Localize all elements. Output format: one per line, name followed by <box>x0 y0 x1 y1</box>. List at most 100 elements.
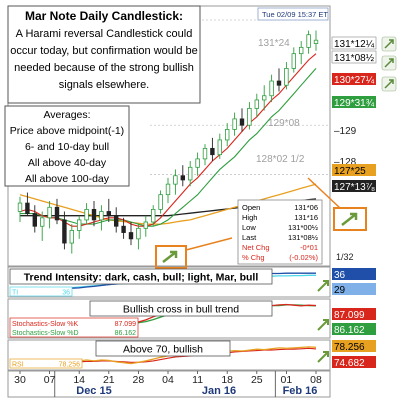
ohlc-high-label: High <box>242 213 257 222</box>
ti-legend-box <box>9 286 73 297</box>
ti-tag-2-text: 29 <box>334 285 346 296</box>
candle-body-13 <box>106 211 111 217</box>
averages-line-3: All above 40-day <box>28 157 107 169</box>
rsi-tag-2: 74.682 <box>332 356 376 369</box>
candle-39 <box>298 41 304 65</box>
rsi-legend-value: 78.256 <box>59 362 81 369</box>
x-tick-label-6: 04 <box>162 374 174 386</box>
candle-31 <box>239 108 245 132</box>
stoch-legend-box <box>9 317 139 338</box>
averages-line-4: All above 100-day <box>25 173 110 185</box>
candle-40 <box>306 30 311 54</box>
candle-body-7 <box>62 219 67 244</box>
candle-body-19 <box>150 208 156 223</box>
x-tick-label-7: 11 <box>192 374 203 386</box>
candle-body-40 <box>306 34 311 48</box>
axis-tick-129: –129 <box>334 126 357 137</box>
x-tick-label-11: 08 <box>310 374 322 386</box>
note-box <box>7 5 201 104</box>
ohlc-low-value: 131*00½ <box>288 223 319 232</box>
x-tick-label-10: 01 <box>281 374 293 386</box>
month-label-dec: Dec 15 <box>76 385 111 397</box>
bullish-arrow-icon-2 <box>341 212 358 226</box>
candle-body-21 <box>165 183 171 196</box>
candle-14 <box>114 207 119 233</box>
price-tag-6: 127*13⁷⁄₈ <box>332 180 376 193</box>
candle-body-31 <box>239 118 245 126</box>
candle-body-12 <box>99 211 104 221</box>
candle-22 <box>173 169 178 195</box>
candle-body-1 <box>17 202 23 212</box>
rsi-arrow-icon <box>317 351 329 363</box>
price-tag-3: 130*27¼ <box>332 73 376 86</box>
ma-10-line <box>20 68 317 227</box>
averages-box <box>4 105 130 187</box>
candles-group <box>17 30 319 254</box>
candle-body-41 <box>313 39 319 44</box>
candle-6 <box>54 198 60 225</box>
candle-body-15 <box>121 225 126 233</box>
stoch-tag-2-text: 86.162 <box>334 325 365 336</box>
averages-title: Averages: <box>43 109 90 121</box>
candle-body-33 <box>254 99 259 109</box>
note-line-4: signals elsewhere. <box>59 79 150 91</box>
candle-body-30 <box>232 118 237 130</box>
level-label-2: 129*08 <box>268 118 300 129</box>
month-label-jan: Jan 16 <box>202 385 236 397</box>
ohlc-box <box>237 199 323 265</box>
rsi-legend-box <box>9 358 83 369</box>
candle-body-34 <box>261 95 267 101</box>
scale-note: 1/32 <box>336 252 354 262</box>
trend-intensity-note: Trend Intensity: dark, cash, bull; light… <box>24 272 259 284</box>
callout-box-right <box>333 207 367 231</box>
price-panel-settings-icon[interactable] <box>381 76 397 92</box>
averages-line-2: 6- and 10-day bull <box>25 141 109 153</box>
x-tick-label-2: 07 <box>44 374 56 386</box>
candle-body-38 <box>291 53 296 69</box>
candle-body-14 <box>114 215 119 227</box>
ohlc-low-label: Low <box>242 223 256 232</box>
candle-25 <box>195 152 200 176</box>
x-tick-label-1: 30 <box>14 374 26 386</box>
stoch-k-value: 87.099 <box>115 321 137 328</box>
ti-legend-label: TI <box>12 290 18 297</box>
timestamp-box <box>257 7 329 21</box>
rsi-legend-label: RSI <box>12 362 24 369</box>
candle-11 <box>91 200 97 227</box>
candle-16 <box>128 222 134 246</box>
candle-10 <box>84 203 89 225</box>
candle-36 <box>276 68 282 92</box>
rsi-tag-2-text: 74.682 <box>334 358 365 369</box>
ohlc-chg-label: Net Chg <box>242 243 270 252</box>
candle-28 <box>217 133 222 159</box>
candle-34 <box>261 85 267 111</box>
candle-2 <box>25 192 30 216</box>
callout-leader-right <box>307 177 341 209</box>
candle-17 <box>136 224 141 250</box>
price-panel-expand-icon[interactable] <box>381 36 397 52</box>
ohlc-open-label: Open <box>242 203 260 212</box>
candle-body-26 <box>202 147 208 160</box>
price-tag-1: 131*12¼ <box>331 36 377 50</box>
candle-33 <box>254 93 259 117</box>
candle-body-32 <box>247 107 252 126</box>
candle-32 <box>247 102 252 130</box>
ti-tag-2: 29 <box>332 283 376 296</box>
note-line-2: occur today, but confirmation would be <box>10 45 198 57</box>
candle-5 <box>47 200 52 229</box>
x-tick-label-5: 28 <box>133 374 145 386</box>
rsi-tag-1-text: 78.256 <box>334 342 365 353</box>
candle-body-8 <box>69 230 74 244</box>
candle-body-36 <box>276 80 282 86</box>
averages-line-1: Price above midpoint(-1) <box>10 125 124 137</box>
candle-29 <box>224 123 230 147</box>
candle-body-27 <box>210 147 215 156</box>
candle-23 <box>180 165 185 187</box>
price-panel-zoom-icon[interactable] <box>381 55 397 71</box>
level-label-1: 131*24 <box>258 38 290 49</box>
trend-intensity-note-box <box>9 268 273 285</box>
candle-30 <box>232 112 237 136</box>
stoch-d-value: 86.162 <box>115 330 137 337</box>
